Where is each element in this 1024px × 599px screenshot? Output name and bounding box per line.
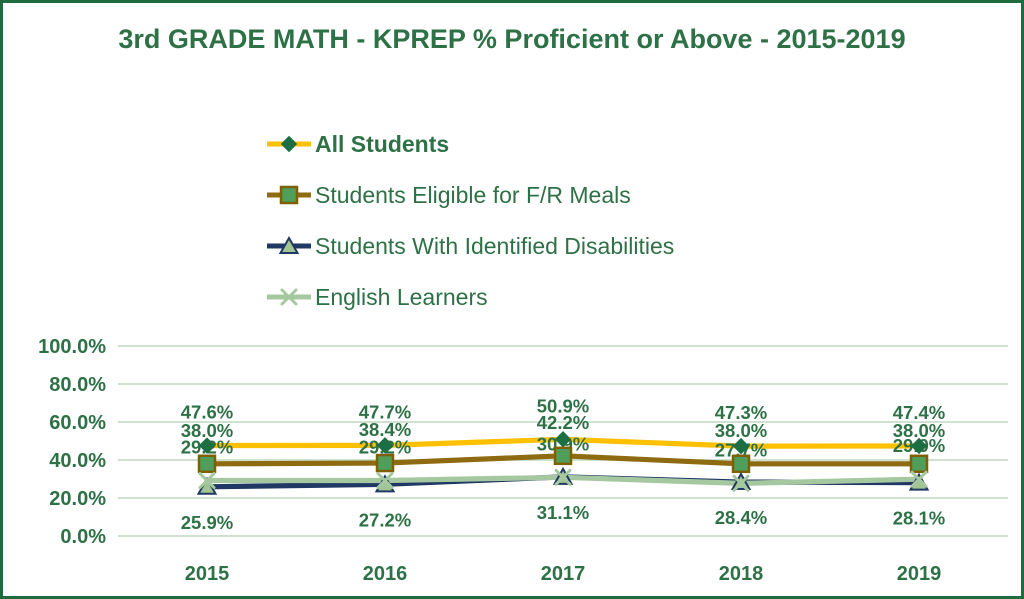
legend-item-english-learners: English Learners	[265, 280, 674, 314]
legend-marker-square-icon	[265, 181, 313, 209]
x-axis-label: 2018	[719, 563, 764, 585]
y-axis-tick-label: 60.0%	[49, 412, 106, 434]
diamond-marker-icon	[732, 437, 750, 455]
x-marker-icon	[554, 468, 572, 486]
legend-item-fr-meals: Students Eligible for F/R Meals	[265, 178, 674, 212]
chart-title: 3rd GRADE MATH - KPREP % Proficient or A…	[118, 24, 906, 54]
legend-marker-triangle-icon	[265, 232, 313, 260]
x-marker-icon	[280, 288, 298, 306]
data-label: 38.4%	[359, 419, 411, 440]
data-label: 50.9%	[537, 395, 589, 416]
square-marker-icon	[731, 454, 751, 474]
square-marker-icon	[279, 185, 299, 205]
data-label: 47.6%	[181, 402, 233, 423]
data-label: 38.0%	[893, 420, 945, 441]
y-axis-tick-label: 100.0%	[38, 336, 106, 358]
y-axis-tick-label: 0.0%	[60, 526, 106, 548]
x-axis-label: 2016	[363, 563, 408, 585]
data-label: 38.0%	[181, 420, 233, 441]
legend-marker-x-icon	[265, 283, 313, 311]
y-axis-tick-label: 80.0%	[49, 374, 106, 396]
chart-canvas: 100.0% 80.0% 60.0% 40.0% 20.0% 0.0% 2015 2016 20…	[38, 336, 1008, 585]
x-axis-label: 2019	[897, 563, 942, 585]
triangle-marker-icon	[278, 235, 300, 254]
x-marker-icon	[198, 472, 216, 490]
data-label: 31.1%	[537, 502, 589, 523]
diamond-marker-icon	[280, 135, 298, 153]
data-label: 28.1%	[893, 508, 945, 529]
data-label: 47.4%	[893, 402, 945, 423]
diamond-marker-icon	[910, 437, 928, 455]
legend-marker-diamond-icon	[265, 130, 313, 158]
diamond-marker-icon	[376, 437, 394, 454]
data-label: 47.3%	[715, 402, 767, 423]
x-marker-icon	[732, 474, 750, 492]
x-axis-label: 2017	[541, 563, 586, 585]
legend-label: All Students	[315, 130, 450, 157]
data-label: 27.2%	[359, 509, 411, 530]
legend-label: Students With Identified Disabilities	[315, 232, 675, 259]
y-axis-tick-label: 20.0%	[49, 488, 106, 510]
square-marker-icon	[909, 454, 929, 474]
legend-item-all-students: All Students	[265, 127, 674, 161]
data-label: 25.9%	[181, 512, 233, 533]
square-marker-icon	[375, 453, 395, 473]
legend-item-disabilities: Students With Identified Disabilities	[265, 229, 674, 263]
chart-legend: All Students Students Eligible for F/R M…	[265, 127, 674, 331]
x-marker-icon	[910, 470, 928, 488]
y-axis-tick-label: 40.0%	[49, 450, 106, 472]
x-marker-icon	[376, 472, 394, 490]
diamond-marker-icon	[198, 437, 216, 454]
legend-label: Students Eligible for F/R Meals	[315, 181, 631, 208]
data-label: 28.4%	[715, 507, 767, 528]
square-marker-icon	[197, 454, 217, 474]
data-label: 42.2%	[537, 412, 589, 433]
data-label: 38.0%	[715, 420, 767, 441]
x-axis-label: 2015	[185, 563, 230, 585]
legend-label: English Learners	[315, 283, 488, 310]
square-marker-icon	[553, 446, 573, 466]
data-label: 47.7%	[359, 401, 411, 422]
